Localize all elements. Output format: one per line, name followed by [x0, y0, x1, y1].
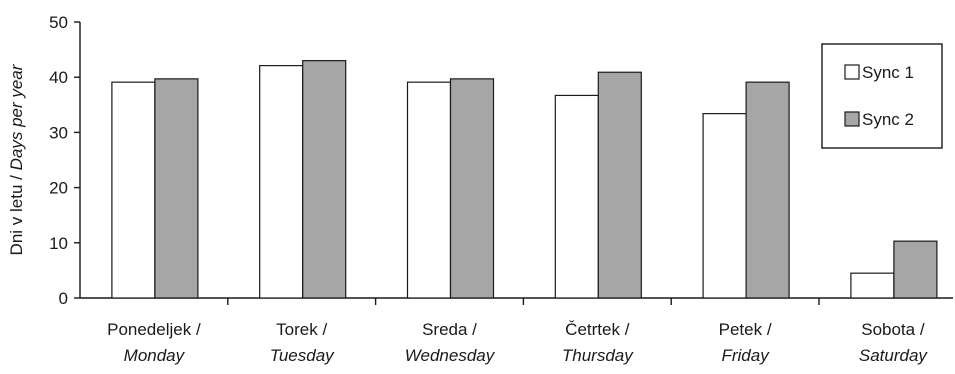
x-tick-label-italic: Tuesday	[270, 346, 335, 365]
bar-sync-1	[111, 81, 156, 299]
y-tick-label: 40	[49, 68, 68, 87]
bar-sync-1	[554, 94, 599, 299]
y-axis-label-main: Dni v letu /	[7, 170, 26, 255]
x-tick-label-italic: Thursday	[562, 346, 634, 365]
y-axis-label-italic: Days per year	[7, 63, 26, 170]
x-tick-label: Petek /	[719, 320, 772, 339]
legend-label: Sync 1	[862, 63, 914, 82]
y-axis-label: Dni v letu / Days per year	[7, 63, 26, 255]
bar-sync-2	[154, 78, 199, 299]
x-tick-label: Torek /	[276, 320, 327, 339]
bar-sync-2	[745, 81, 790, 299]
y-tick-label: 30	[49, 123, 68, 142]
bar-sync-2	[449, 78, 495, 299]
y-tick-label: 0	[59, 289, 68, 308]
legend-box	[821, 43, 943, 149]
x-tick-label-italic: Friday	[721, 346, 770, 365]
x-tick-label: Četrtek /	[565, 320, 630, 339]
y-tick-label: 20	[49, 179, 68, 198]
bar-sync-1	[702, 113, 747, 299]
legend-swatch-sync-1	[844, 64, 860, 80]
legend-swatch-sync-2	[844, 111, 860, 127]
bar-sync-2	[597, 71, 642, 299]
y-tick-label: 10	[49, 234, 68, 253]
x-tick-label-italic: Wednesday	[405, 346, 496, 365]
bar-sync-1	[850, 272, 895, 299]
bar-sync-1	[406, 81, 452, 299]
bar-sync-2	[893, 240, 938, 299]
x-tick-label-italic: Monday	[124, 346, 186, 365]
legend-label: Sync 2	[862, 110, 914, 129]
bar-sync-1	[259, 65, 304, 299]
bar-sync-2	[302, 60, 347, 299]
x-tick-label: Sreda /	[422, 320, 477, 339]
x-tick-label: Ponedeljek /	[107, 320, 201, 339]
y-tick-label: 50	[49, 13, 68, 32]
x-tick-label: Sobota /	[861, 320, 925, 339]
x-tick-label-italic: Saturday	[859, 346, 929, 365]
